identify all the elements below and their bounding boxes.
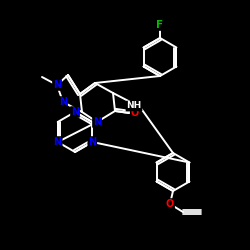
Text: N: N: [54, 137, 62, 147]
Text: N: N: [59, 97, 67, 107]
Text: O: O: [166, 199, 174, 209]
Text: O: O: [131, 108, 139, 118]
Text: N: N: [93, 117, 101, 127]
Text: N: N: [71, 107, 79, 117]
Text: F: F: [156, 20, 164, 30]
Text: N: N: [53, 80, 61, 90]
Text: N: N: [88, 137, 96, 147]
Text: NH: NH: [126, 102, 142, 110]
